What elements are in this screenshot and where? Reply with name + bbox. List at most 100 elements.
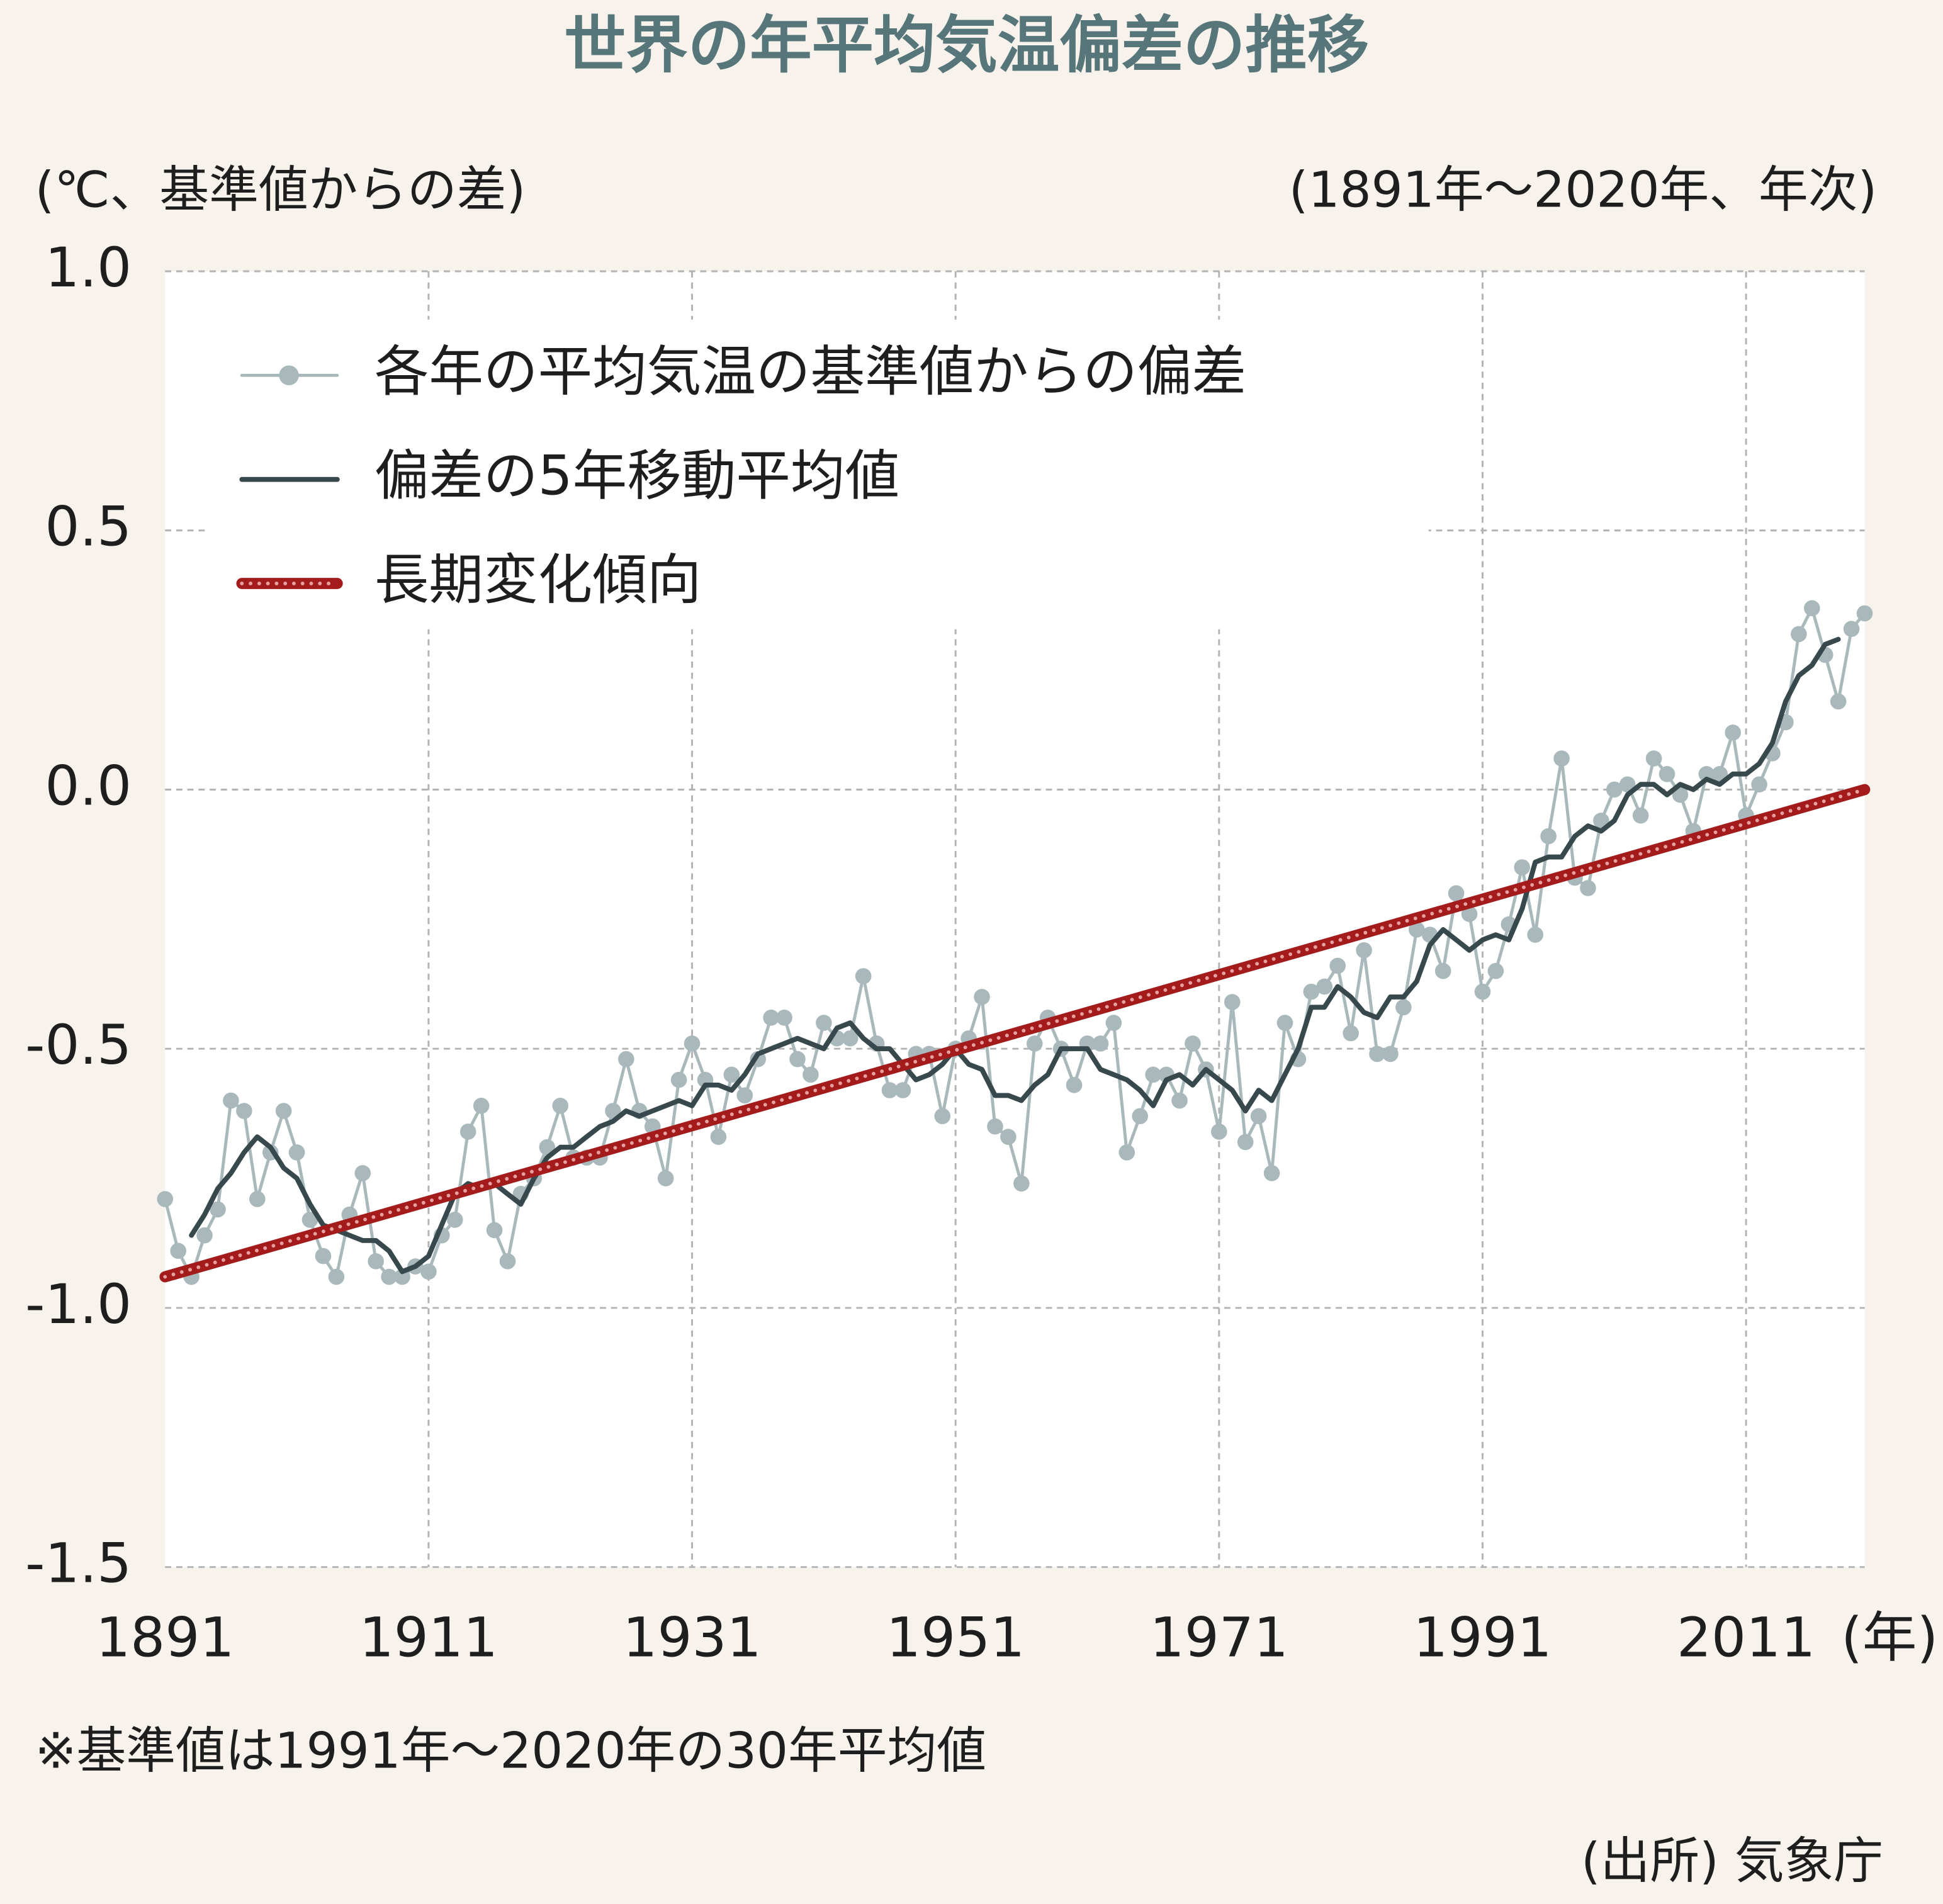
data-point xyxy=(1474,983,1491,1000)
data-point xyxy=(803,1066,819,1083)
x-tick-label: 1991 xyxy=(1413,1607,1552,1670)
data-point xyxy=(1066,1077,1083,1093)
data-point xyxy=(1395,999,1412,1016)
data-point xyxy=(657,1170,674,1186)
data-point xyxy=(552,1097,569,1114)
data-point xyxy=(210,1201,226,1218)
data-point xyxy=(1593,813,1609,829)
data-point xyxy=(1514,859,1531,876)
legend-label: 各年の平均気温の基準値からの偏差 xyxy=(375,341,1246,403)
legend-marker xyxy=(279,365,299,386)
data-point xyxy=(499,1253,516,1270)
data-point xyxy=(1329,957,1346,974)
series xyxy=(159,784,1871,1283)
data-point xyxy=(881,1082,898,1098)
data-point xyxy=(618,1051,634,1067)
x-tick-label: 1931 xyxy=(622,1607,761,1670)
x-tick-label: 1891 xyxy=(96,1607,234,1670)
data-point xyxy=(1645,750,1662,767)
data-point xyxy=(763,1010,779,1026)
y-tick-label: -0.5 xyxy=(25,1014,132,1077)
data-point xyxy=(446,1212,463,1228)
data-point xyxy=(934,1108,951,1125)
data-point xyxy=(776,1010,792,1026)
data-point xyxy=(723,1066,740,1083)
y-tick-label: -1.0 xyxy=(25,1273,132,1336)
y-tick-label: -1.5 xyxy=(25,1533,132,1596)
data-point xyxy=(1698,765,1715,782)
data-point xyxy=(196,1227,213,1244)
data-point xyxy=(473,1097,490,1114)
data-point xyxy=(1448,885,1465,901)
data-point xyxy=(288,1144,305,1161)
data-point xyxy=(1632,807,1649,824)
data-point xyxy=(1791,626,1807,643)
data-point xyxy=(1382,1045,1399,1062)
data-point xyxy=(1105,1015,1122,1031)
data-point xyxy=(974,989,990,1005)
data-point xyxy=(1434,962,1451,979)
data-point xyxy=(1527,927,1544,943)
data-point xyxy=(1185,1035,1201,1052)
legend-label: 偏差の5年移動平均値 xyxy=(375,445,899,508)
x-tick-label: 1911 xyxy=(359,1607,498,1670)
data-point xyxy=(1659,765,1675,782)
data-point xyxy=(855,968,872,984)
data-point xyxy=(1672,786,1689,803)
data-point xyxy=(1237,1134,1254,1151)
data-point xyxy=(157,1191,174,1207)
x-tick-label: 1951 xyxy=(886,1607,1025,1670)
data-point xyxy=(354,1165,371,1181)
data-point xyxy=(1369,1045,1385,1062)
data-point xyxy=(789,1051,806,1067)
data-point xyxy=(368,1253,384,1270)
y-tick-label: 1.0 xyxy=(45,237,132,300)
data-point xyxy=(1092,1035,1109,1052)
data-point xyxy=(223,1092,239,1109)
data-point xyxy=(315,1248,332,1265)
data-point xyxy=(1343,1025,1359,1042)
data-point xyxy=(1619,776,1636,793)
legend-background xyxy=(208,319,1429,629)
data-point xyxy=(1263,1165,1280,1181)
data-point xyxy=(1145,1066,1161,1083)
data-point xyxy=(236,1103,252,1119)
data-point xyxy=(1751,776,1767,793)
subtitle: (1891年〜2020年、年次) xyxy=(1289,161,1877,218)
legend-box xyxy=(208,319,1429,629)
data-point xyxy=(816,1015,832,1031)
chart-title: 世界の年平均気温偏差の推移 xyxy=(564,10,1369,82)
data-point xyxy=(894,1082,911,1098)
data-point xyxy=(710,1129,727,1145)
data-point xyxy=(987,1118,1003,1135)
data-point xyxy=(1171,1092,1188,1109)
data-point xyxy=(420,1263,437,1280)
data-point xyxy=(486,1222,503,1239)
data-point xyxy=(1803,600,1820,617)
data-point xyxy=(1211,1124,1227,1140)
y-tick-label: 0.0 xyxy=(45,755,132,818)
data-point xyxy=(394,1268,410,1285)
x-tick-label: 2011 xyxy=(1677,1607,1815,1670)
marks xyxy=(157,600,1873,1285)
data-point xyxy=(381,1268,397,1285)
data-point xyxy=(539,1139,556,1156)
y-axis-unit: (℃、基準値からの差) xyxy=(35,161,526,218)
data-point xyxy=(1250,1108,1267,1125)
data-point xyxy=(1316,978,1333,995)
data-point xyxy=(1303,983,1320,1000)
data-point xyxy=(670,1071,687,1088)
series-line-dots xyxy=(163,787,1867,1279)
data-point xyxy=(1118,1144,1135,1161)
y-tick-label: 0.5 xyxy=(45,496,132,559)
data-point xyxy=(1830,693,1847,710)
data-point xyxy=(459,1124,476,1140)
data-point xyxy=(170,1242,186,1259)
data-point xyxy=(1356,942,1372,959)
data-point xyxy=(736,1087,753,1104)
data-point xyxy=(684,1035,701,1052)
data-point xyxy=(1856,605,1873,622)
